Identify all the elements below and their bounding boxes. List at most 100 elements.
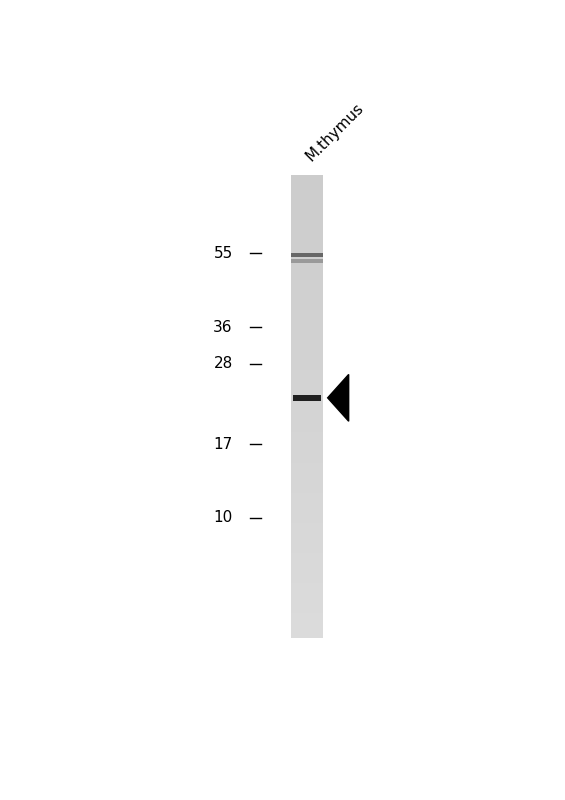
Bar (290, 386, 324, 389)
Bar (290, 242, 324, 246)
Bar (290, 529, 324, 532)
Bar (290, 226, 324, 230)
Bar (290, 318, 324, 322)
Bar (290, 263, 324, 266)
Bar (290, 326, 324, 329)
Bar (290, 566, 324, 569)
Bar (290, 258, 324, 262)
Bar (290, 277, 324, 280)
Bar (290, 219, 324, 222)
Text: 28: 28 (214, 357, 233, 371)
Bar (290, 330, 324, 333)
Bar (290, 187, 324, 190)
Bar (290, 425, 324, 428)
Bar (290, 547, 324, 550)
Bar (292, 259, 323, 263)
Bar (290, 217, 324, 220)
Bar (290, 300, 324, 303)
Bar (290, 480, 324, 483)
Bar (290, 196, 324, 199)
Bar (290, 374, 324, 377)
Bar (290, 302, 324, 306)
Text: 36: 36 (213, 319, 233, 334)
Bar (290, 206, 324, 209)
Bar (290, 450, 324, 454)
Bar (290, 314, 324, 317)
Bar (290, 185, 324, 188)
Bar (290, 252, 324, 254)
Text: 17: 17 (214, 437, 233, 451)
Bar (290, 542, 324, 546)
Bar (290, 459, 324, 462)
Bar (290, 346, 324, 350)
Bar (290, 476, 324, 478)
Bar (290, 295, 324, 298)
Bar (290, 448, 324, 451)
Bar (290, 607, 324, 610)
Bar (290, 289, 324, 291)
Bar (290, 482, 324, 486)
Bar (290, 492, 324, 495)
Bar (290, 494, 324, 497)
Bar (290, 398, 324, 400)
Bar (290, 274, 324, 278)
Bar (290, 594, 324, 597)
Bar (290, 427, 324, 430)
Bar (290, 291, 324, 294)
Bar (290, 570, 324, 574)
Bar (290, 605, 324, 608)
Bar (290, 580, 324, 582)
Bar (290, 229, 324, 231)
Bar (290, 586, 324, 590)
Bar (290, 446, 324, 449)
Bar (290, 273, 324, 275)
Bar (290, 508, 324, 511)
Bar (290, 515, 324, 518)
Bar (290, 344, 324, 347)
Bar (290, 575, 324, 578)
Bar (290, 439, 324, 442)
Bar (290, 307, 324, 310)
Bar (290, 337, 324, 340)
Bar (290, 175, 324, 178)
Bar (290, 312, 324, 314)
Bar (290, 469, 324, 472)
Bar (290, 240, 324, 243)
Bar (290, 550, 324, 553)
Bar (290, 524, 324, 527)
Bar (290, 190, 324, 192)
Bar (293, 394, 321, 401)
Bar (290, 614, 324, 618)
Bar (290, 503, 324, 506)
Bar (290, 321, 324, 324)
Bar (290, 404, 324, 407)
Bar (290, 198, 324, 202)
Bar (290, 603, 324, 606)
Bar (290, 178, 324, 181)
Bar (290, 298, 324, 301)
Bar (290, 466, 324, 470)
Bar (290, 316, 324, 319)
Bar (290, 622, 324, 624)
Bar (290, 210, 324, 213)
Bar (290, 192, 324, 194)
Bar (290, 238, 324, 241)
Bar (290, 420, 324, 423)
Bar (290, 323, 324, 326)
Bar (290, 458, 324, 460)
Bar (290, 474, 324, 476)
Bar (290, 501, 324, 504)
Bar (290, 360, 324, 363)
Bar (290, 487, 324, 490)
Bar (290, 349, 324, 352)
Bar (290, 261, 324, 264)
Bar (292, 253, 323, 257)
Bar (290, 584, 324, 587)
Bar (290, 393, 324, 395)
Bar (290, 497, 324, 499)
Bar (290, 598, 324, 601)
Bar (290, 268, 324, 270)
Bar (290, 256, 324, 259)
Bar (290, 562, 324, 564)
Bar (290, 182, 324, 186)
